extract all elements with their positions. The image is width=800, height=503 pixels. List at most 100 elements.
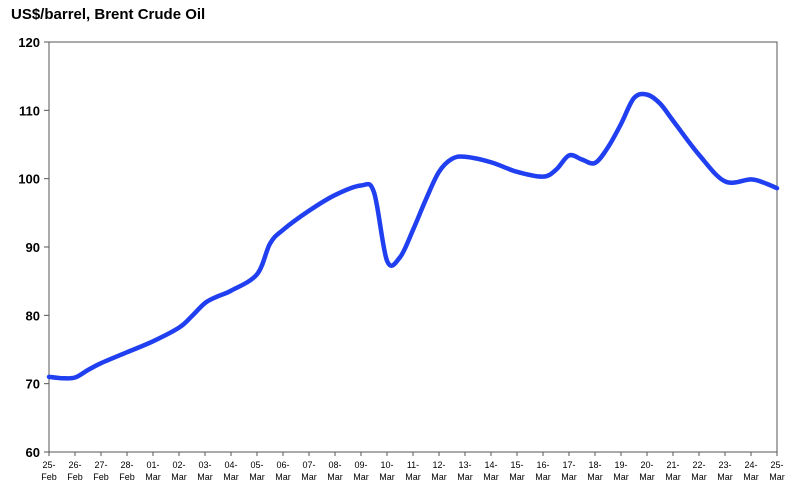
x-tick-day: 23-: [718, 460, 731, 470]
x-tick-month: Mar: [405, 472, 421, 482]
chart-series: [46, 91, 780, 381]
x-tick-label: 01- Mar: [145, 460, 161, 482]
x-axis-ticks: 25- Feb 26- Feb 27- Feb 28- Feb 01- Mar 02- Mar 03- M…: [41, 452, 785, 482]
x-tick-day: 26-: [68, 460, 81, 470]
y-axis-ticks: 60 70 80 90 100 110 120: [18, 35, 49, 460]
x-tick-day: 02-: [172, 460, 185, 470]
x-tick-month: Mar: [587, 472, 603, 482]
x-tick-month: Mar: [691, 472, 707, 482]
x-tick-month: Mar: [717, 472, 733, 482]
x-tick-month: Feb: [67, 472, 83, 482]
series-line: [46, 91, 780, 381]
x-tick-label: 15- Mar: [509, 460, 525, 482]
x-tick-day: 22-: [692, 460, 705, 470]
x-tick-label: 24- Mar: [743, 460, 759, 482]
x-tick-day: 21-: [666, 460, 679, 470]
x-tick-month: Mar: [249, 472, 265, 482]
x-tick-month: Mar: [483, 472, 499, 482]
x-tick-label: 07- Mar: [301, 460, 317, 482]
x-tick-label: 03- Mar: [197, 460, 213, 482]
x-tick-day: 24-: [744, 460, 757, 470]
x-tick-day: 19-: [614, 460, 627, 470]
x-tick-day: 06-: [276, 460, 289, 470]
x-tick-label: 18- Mar: [587, 460, 603, 482]
x-tick-day: 27-: [94, 460, 107, 470]
chart-axes: [48, 41, 778, 453]
x-tick-month: Mar: [561, 472, 577, 482]
x-tick-day: 16-: [536, 460, 549, 470]
chart-title: US$/barrel, Brent Crude Oil: [11, 6, 206, 23]
x-tick-day: 05-: [250, 460, 263, 470]
x-tick-month: Mar: [145, 472, 161, 482]
y-tick-label: 120: [18, 35, 40, 50]
x-tick-label: 16- Mar: [535, 460, 551, 482]
x-tick-month: Mar: [353, 472, 369, 482]
x-tick-month: Mar: [171, 472, 187, 482]
x-tick-month: Mar: [535, 472, 551, 482]
x-tick-label: 04- Mar: [223, 460, 239, 482]
x-tick-day: 11-: [407, 460, 419, 470]
x-tick-label: 08- Mar: [327, 460, 343, 482]
x-tick-month: Mar: [509, 472, 525, 482]
y-tick-label: 110: [19, 103, 40, 118]
x-tick-month: Feb: [119, 472, 135, 482]
x-tick-label: 21- Mar: [665, 460, 681, 482]
x-tick-label: 10- Mar: [379, 460, 395, 482]
x-tick-label: 22- Mar: [691, 460, 707, 482]
x-tick-month: Mar: [457, 472, 473, 482]
x-tick-day: 12-: [432, 460, 445, 470]
x-tick-day: 15-: [510, 460, 523, 470]
x-tick-month: Mar: [431, 472, 447, 482]
x-tick-label: 26- Feb: [67, 460, 83, 482]
x-tick-label: 11- Mar: [405, 460, 421, 482]
x-tick-month: Mar: [743, 472, 759, 482]
x-tick-label: 25- Feb: [41, 460, 57, 482]
x-tick-day: 03-: [198, 460, 211, 470]
x-tick-day: 04-: [224, 460, 237, 470]
x-tick-day: 25-: [770, 460, 783, 470]
x-tick-label: 14- Mar: [483, 460, 499, 482]
x-tick-label: 27- Feb: [93, 460, 109, 482]
x-tick-day: 14-: [484, 460, 497, 470]
x-tick-label: 02- Mar: [171, 460, 187, 482]
x-tick-label: 25- Mar: [769, 460, 785, 482]
x-tick-month: Mar: [639, 472, 655, 482]
x-tick-label: 05- Mar: [249, 460, 265, 482]
x-tick-label: 06- Mar: [275, 460, 291, 482]
x-tick-label: 12- Mar: [431, 460, 447, 482]
x-tick-day: 07-: [302, 460, 315, 470]
x-tick-day: 13-: [458, 460, 471, 470]
x-tick-day: 08-: [328, 460, 341, 470]
x-tick-label: 23- Mar: [717, 460, 733, 482]
x-tick-month: Mar: [301, 472, 317, 482]
x-tick-month: Feb: [93, 472, 109, 482]
x-tick-day: 17-: [562, 460, 575, 470]
x-tick-day: 20-: [640, 460, 653, 470]
x-tick-month: Mar: [197, 472, 213, 482]
x-tick-month: Mar: [379, 472, 395, 482]
x-tick-label: 28- Feb: [119, 460, 135, 482]
x-tick-day: 28-: [120, 460, 133, 470]
x-tick-day: 25-: [42, 460, 55, 470]
plot-frame: [48, 41, 778, 453]
x-tick-label: 20- Mar: [639, 460, 655, 482]
x-tick-day: 01-: [146, 460, 159, 470]
x-tick-month: Feb: [41, 472, 57, 482]
x-tick-label: 17- Mar: [561, 460, 577, 482]
x-tick-month: Mar: [327, 472, 343, 482]
x-tick-day: 18-: [588, 460, 601, 470]
x-tick-month: Mar: [665, 472, 681, 482]
y-tick-label: 90: [26, 240, 40, 255]
x-tick-month: Mar: [275, 472, 291, 482]
x-tick-day: 09-: [354, 460, 367, 470]
y-tick-label: 100: [18, 172, 40, 187]
y-tick-label: 80: [26, 308, 40, 323]
x-tick-month: Mar: [613, 472, 629, 482]
y-tick-label: 70: [26, 377, 40, 392]
x-tick-month: Mar: [769, 472, 785, 482]
x-tick-label: 13- Mar: [457, 460, 473, 482]
x-tick-label: 19- Mar: [613, 460, 629, 482]
y-tick-label: 60: [26, 445, 40, 460]
x-tick-day: 10-: [380, 460, 393, 470]
